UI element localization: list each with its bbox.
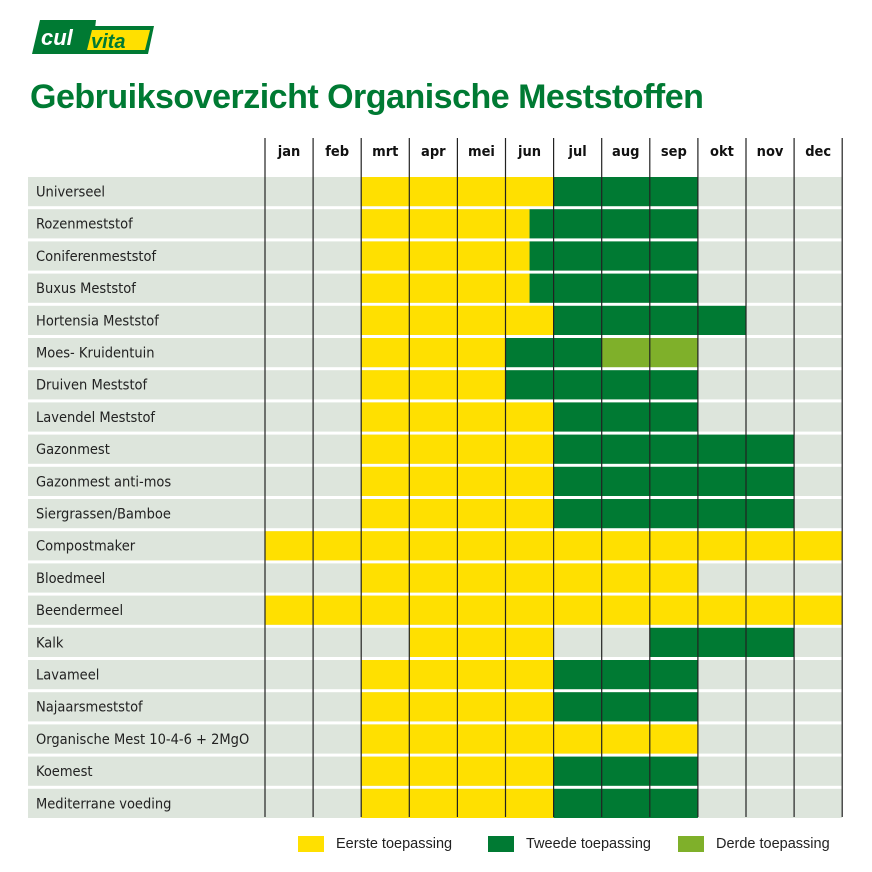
bar-eerste	[361, 338, 506, 368]
bar-tweede	[553, 756, 698, 786]
row-label: Universeel	[36, 185, 105, 201]
row-label: Beendermeel	[36, 603, 123, 619]
row-label: Bloedmeel	[36, 571, 105, 587]
legend-swatch-derde	[678, 836, 704, 852]
bar-tweede	[553, 660, 698, 690]
month-label: aug	[612, 144, 639, 160]
bar-eerste	[361, 724, 698, 754]
bar-tweede	[529, 241, 698, 271]
legend-label: Tweede toepassing	[526, 836, 651, 852]
month-label: nov	[757, 144, 784, 160]
row-label: Lavendel Meststof	[36, 410, 155, 426]
bar-eerste	[361, 563, 698, 593]
legend-tweede: Tweede toepassing	[488, 836, 651, 852]
month-label: sep	[661, 144, 687, 160]
bar-tweede	[553, 434, 795, 464]
row-label: Siergrassen/Bamboe	[36, 507, 171, 523]
page-title: Gebruiksoverzicht Organische Meststoffen	[30, 78, 704, 116]
row-label: Koemest	[36, 764, 93, 780]
row-label: Compostmaker	[36, 539, 136, 555]
row-label: Najaarsmeststof	[36, 700, 143, 716]
legend-label: Derde toepassing	[716, 836, 830, 852]
row-label: Druiven Meststof	[36, 378, 148, 394]
row-label: Hortensia Meststof	[36, 313, 159, 329]
row-label: Kalk	[36, 635, 64, 651]
bar-eerste	[361, 273, 530, 303]
month-label: dec	[805, 144, 831, 160]
row-label: Moes- Kruidentuin	[36, 346, 155, 362]
month-label: jan	[277, 144, 301, 160]
legend-swatch-eerste	[298, 836, 324, 852]
bar-tweede	[553, 466, 795, 496]
legend-eerste: Eerste toepassing	[298, 836, 452, 852]
svg-text:vita: vita	[91, 31, 125, 53]
legend-derde: Derde toepassing	[678, 836, 830, 852]
bar-tweede	[553, 177, 698, 207]
bar-tweede	[649, 627, 795, 657]
svg-text:cul: cul	[41, 25, 74, 50]
bar-tweede	[553, 692, 698, 722]
bar-tweede	[529, 273, 698, 303]
row-label: Rozenmeststof	[36, 217, 133, 233]
bar-eerste	[409, 627, 554, 657]
row-label: Organische Mest 10-4-6 + 2MgO	[36, 732, 249, 748]
row-label: Mediterrane voeding	[36, 796, 171, 812]
legend-swatch-tweede	[488, 836, 514, 852]
bar-eerste	[361, 241, 530, 271]
bar-tweede	[553, 402, 698, 432]
month-label: feb	[325, 144, 349, 160]
row-label: Gazonmest	[36, 442, 110, 458]
month-label: okt	[710, 144, 734, 160]
month-label: mei	[468, 144, 495, 160]
month-label: jun	[517, 144, 541, 160]
row-label: Buxus Meststof	[36, 281, 136, 297]
month-label: jul	[568, 144, 587, 160]
application-chart: Universeel Rozenmeststof Coniferenmeststof…	[28, 138, 843, 818]
month-label: apr	[421, 144, 446, 160]
bar-tweede	[553, 499, 795, 529]
bar-eerste	[361, 370, 506, 400]
month-label: mrt	[372, 144, 398, 160]
bar-tweede	[553, 788, 698, 818]
culvita-logo: cul vita	[32, 20, 154, 54]
row-label: Gazonmest anti-mos	[36, 474, 171, 490]
bar-eerste	[361, 209, 530, 239]
row-label: Lavameel	[36, 668, 99, 684]
bar-tweede	[529, 209, 698, 239]
legend-label: Eerste toepassing	[336, 836, 453, 852]
row-label: Coniferenmeststof	[36, 249, 156, 265]
